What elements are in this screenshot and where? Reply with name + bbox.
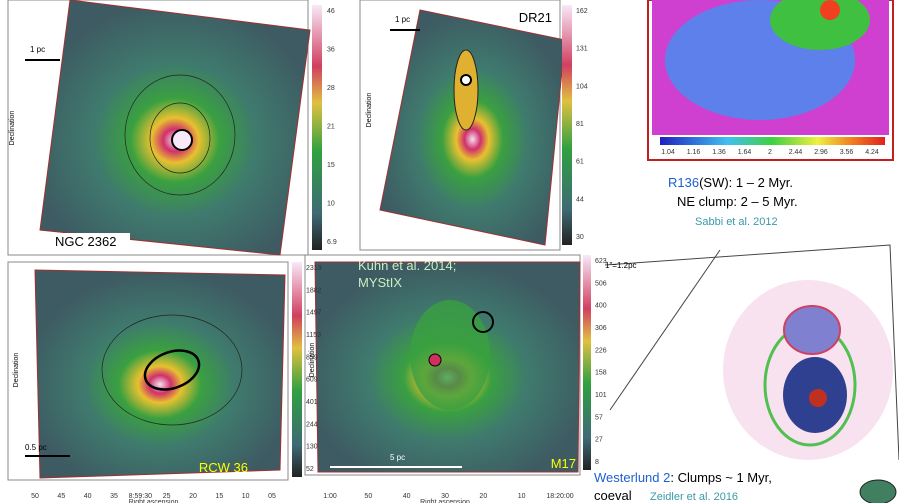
colorbar-tick: 104 [576, 83, 588, 90]
axis-label: Right ascension [129, 499, 179, 503]
colorbar-tick: 4.24 [865, 149, 879, 156]
x-tick: 1:00 [323, 493, 337, 500]
scale-label: 1 pc [395, 15, 410, 24]
credit-line: MYStIX [358, 275, 402, 290]
caption: NE clump: 2 – 5 Myr. [677, 194, 798, 209]
colorbar-tick: 46 [327, 8, 335, 15]
colorbar-tick: 15 [327, 162, 335, 169]
x-tick: 20 [189, 493, 197, 500]
colorbar-tick: 2 [768, 149, 772, 156]
colorbar-tick: 306 [595, 325, 607, 332]
colorbar-tick: 81 [576, 121, 584, 128]
axis-label: Declination [9, 111, 16, 146]
colorbar-tick: 2313 [306, 265, 322, 272]
colorbar-tick: 6.9 [327, 239, 337, 246]
slide: NGC 23621 pcDeclination4636282115106.9DR… [0, 0, 899, 503]
colorbar-tick: 162 [576, 8, 588, 15]
panel-label: M17 [551, 456, 576, 471]
colorbar-tick: 28 [327, 85, 335, 92]
x-tick: 10 [518, 493, 526, 500]
axis-label: Right ascension [420, 499, 470, 503]
colorbar-tick: 244 [306, 421, 318, 428]
colorbar-tick: 1882 [306, 287, 322, 294]
colorbar-tick: 1153 [306, 332, 321, 339]
caption: R136(SW): 1 – 2 Myr. [668, 175, 793, 190]
colorbar-tick: 2.96 [814, 149, 828, 156]
x-tick: 05 [268, 493, 276, 500]
x-tick: 10 [242, 493, 250, 500]
colorbar-tick: 506 [595, 280, 607, 287]
colorbar-tick: 30 [576, 234, 584, 241]
colorbar-tick: 1.16 [687, 149, 701, 156]
colorbar-tick: 2.44 [789, 149, 803, 156]
colorbar-tick: 1.04 [661, 149, 675, 156]
caption: Westerlund 2: Clumps ~ 1 Myr, [594, 470, 772, 485]
colorbar-tick: 36 [327, 47, 335, 54]
colorbar-tick: 27 [595, 437, 603, 444]
colorbar-tick: 226 [595, 347, 607, 354]
colorbar-tick: 1.36 [712, 149, 726, 156]
scale-label: 1"=1.2pc [605, 261, 637, 270]
colorbar-tick: 52 [306, 466, 314, 473]
colorbar-tick: 8 [595, 459, 599, 466]
x-tick: 20 [479, 493, 487, 500]
panel-label: NGC 2362 [55, 234, 116, 249]
credit: Zeidler et al. 2016 [650, 491, 738, 503]
text-span: : Clumps ~ 1 Myr, [670, 470, 772, 485]
colorbar-tick: 57 [595, 414, 603, 421]
x-tick: 50 [31, 493, 39, 500]
colorbar-tick: 1.64 [738, 149, 752, 156]
text-span: (SW): 1 – 2 Myr. [699, 175, 793, 190]
colorbar-tick: 131 [576, 46, 588, 53]
scale-label: 1 pc [30, 45, 45, 54]
colorbar-tick: 61 [576, 159, 584, 166]
x-tick: 18:20:00 [546, 493, 573, 500]
panel-label: DR21 [519, 10, 552, 25]
credit: Sabbi et al. 2012 [695, 216, 778, 228]
x-tick: 40 [84, 493, 92, 500]
text-span: Westerlund 2 [594, 470, 670, 485]
colorbar-tick: 10 [327, 201, 335, 208]
x-tick: 15 [215, 493, 223, 500]
colorbar-tick: 21 [327, 124, 335, 131]
colorbar-tick: 401 [306, 399, 318, 406]
axis-label: Declination [13, 353, 20, 388]
x-tick: 35 [110, 493, 118, 500]
axis-label: Declination [309, 343, 316, 378]
colorbar [312, 5, 322, 250]
x-tick: 40 [403, 493, 411, 500]
caption: coeval [594, 488, 632, 503]
colorbar-tick: 1497 [306, 310, 322, 317]
x-tick: 50 [364, 493, 372, 500]
colorbar-tick: 44 [576, 196, 584, 203]
slide-canvas: NGC 23621 pcDeclination4636282115106.9DR… [0, 0, 899, 503]
x-tick: 45 [57, 493, 65, 500]
credit-line: Kuhn et al. 2014; [358, 258, 456, 273]
colorbar-tick: 101 [595, 392, 607, 399]
image [40, 0, 310, 255]
text-span: R136 [668, 175, 699, 190]
colorbar-tick: 400 [595, 303, 607, 310]
colorbar-tick: 158 [595, 370, 607, 377]
colorbar-tick: 130 [306, 444, 318, 451]
panel-label: RCW 36 [199, 460, 248, 475]
axis-label: Declination [366, 93, 373, 128]
scale-label: 0.5 pc [25, 443, 47, 452]
scale-label: 5 pc [390, 453, 405, 462]
colorbar-tick: 3.56 [840, 149, 854, 156]
